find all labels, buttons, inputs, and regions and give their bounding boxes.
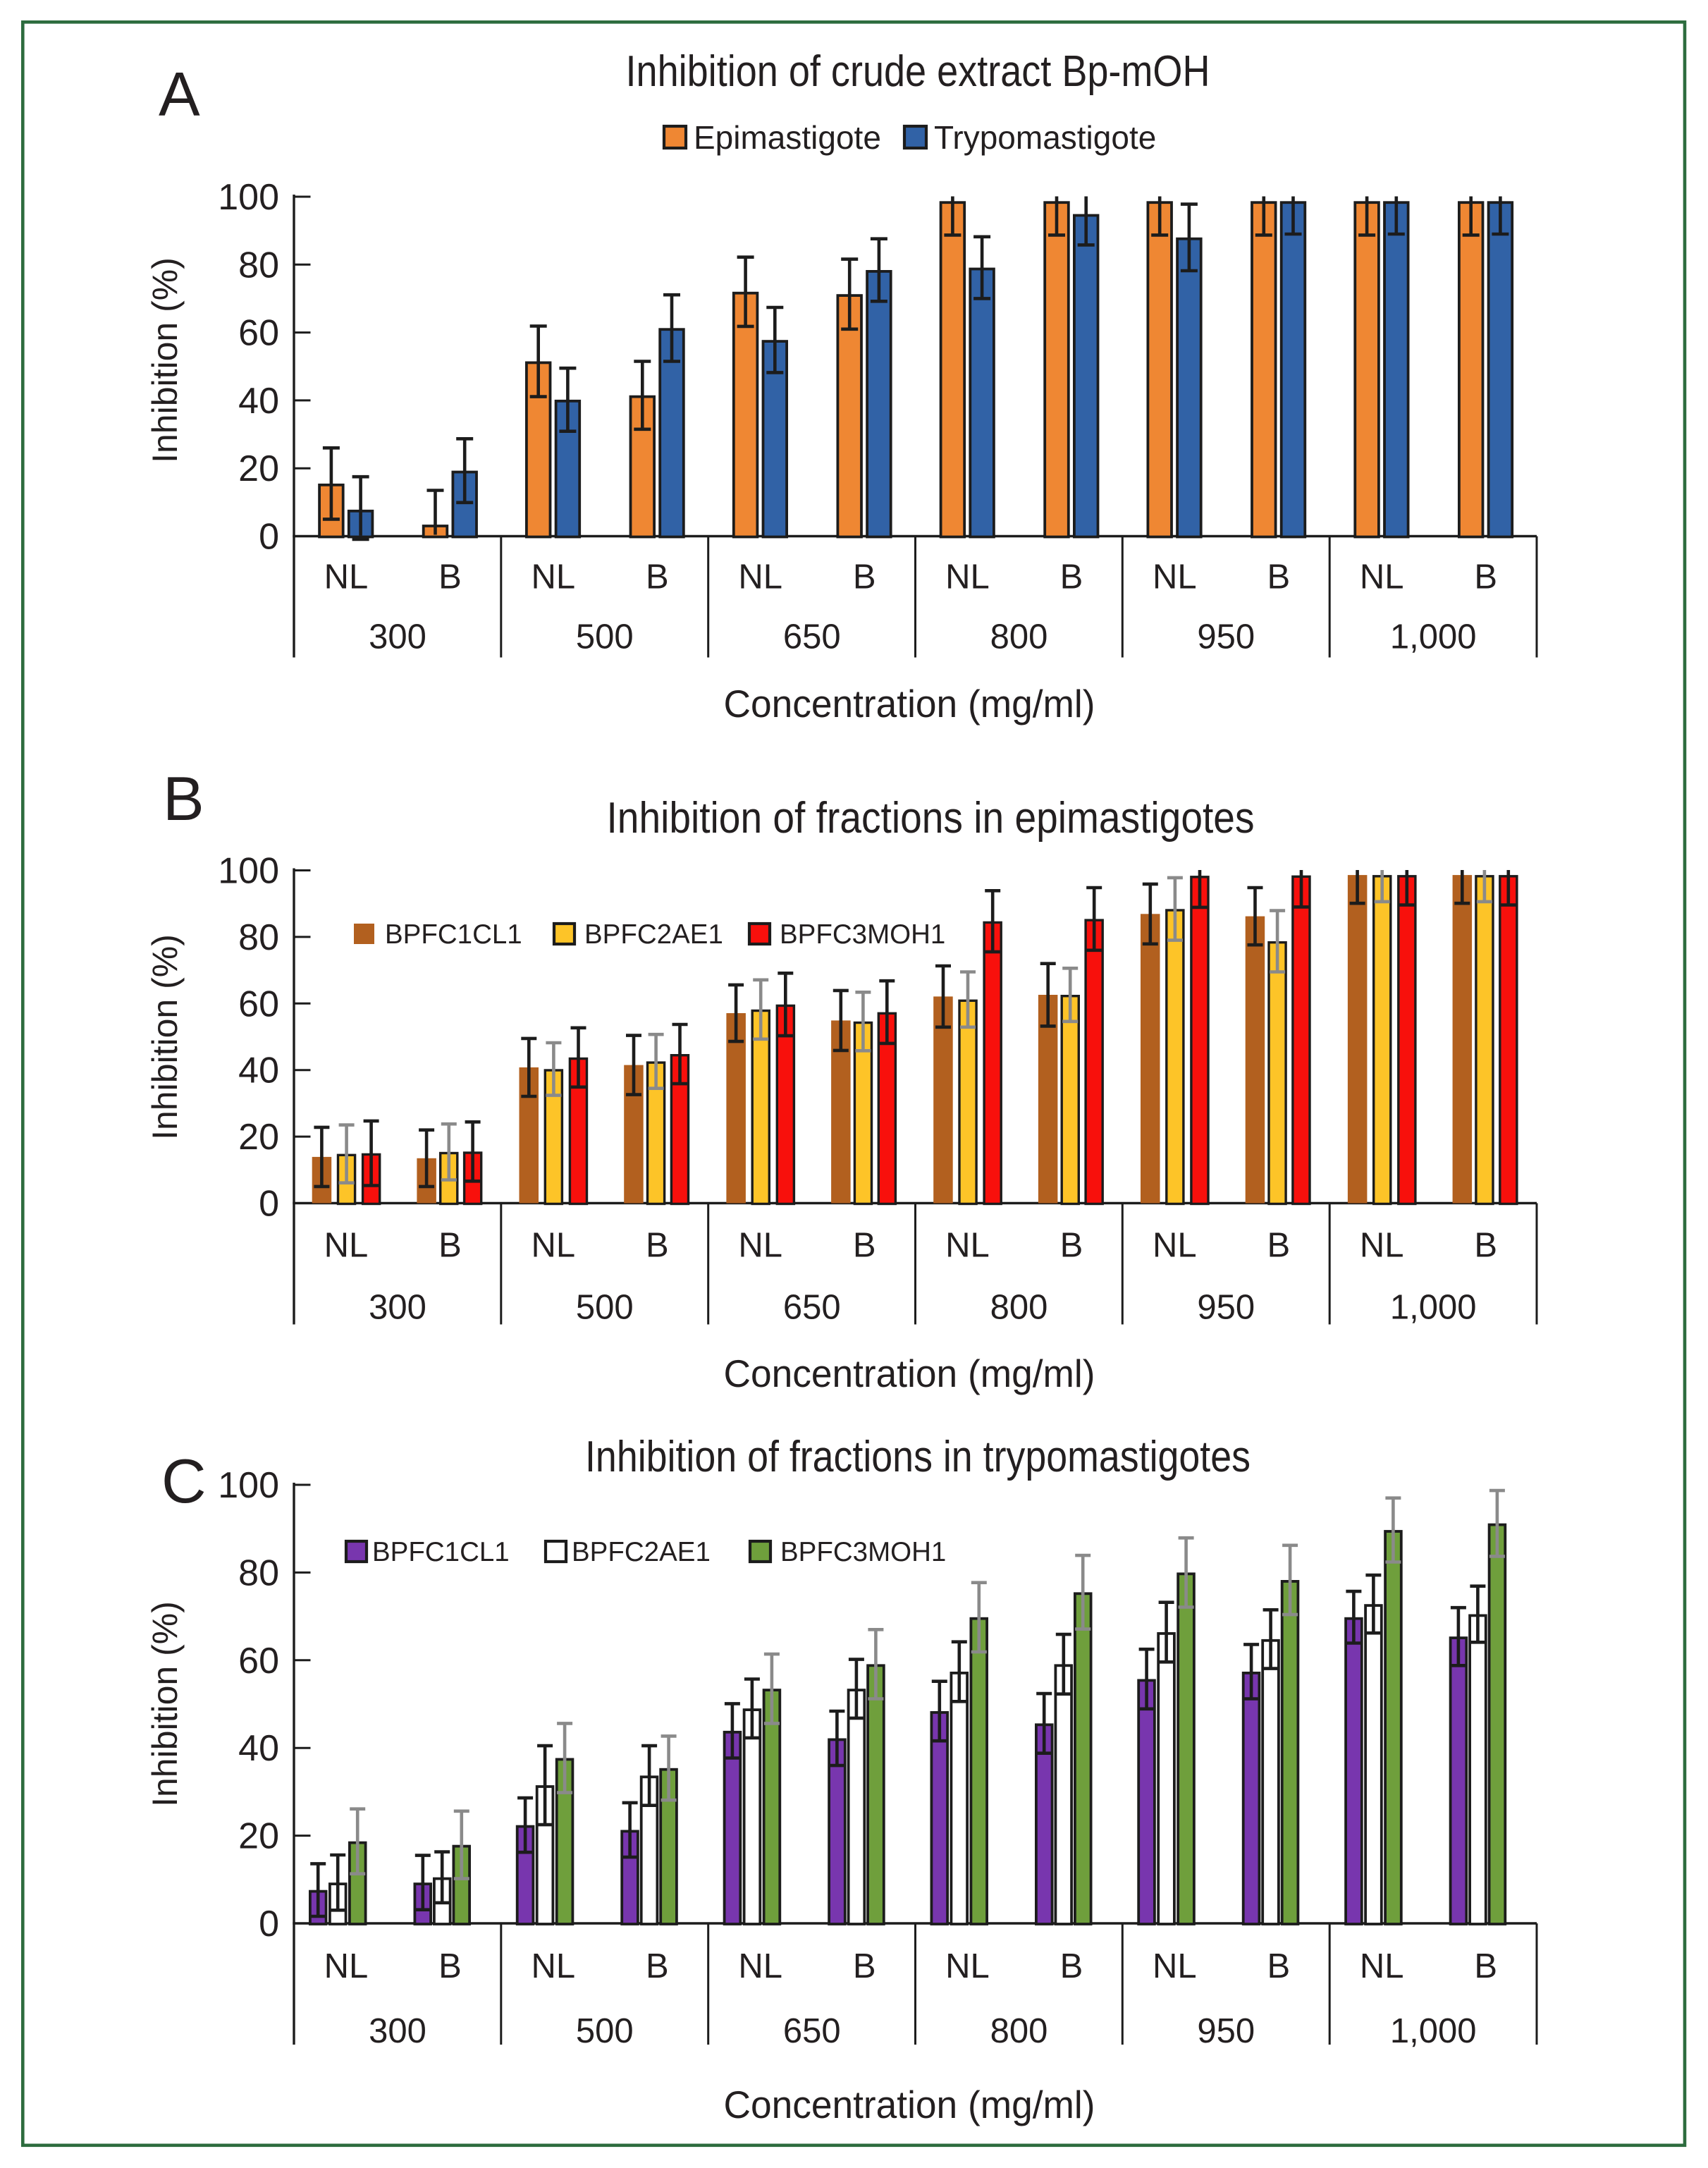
svg-text:NL: NL — [531, 1947, 575, 1985]
svg-text:Epimastigote: Epimastigote — [694, 119, 881, 156]
svg-text:B: B — [1474, 1227, 1497, 1265]
svg-text:500: 500 — [576, 618, 634, 656]
svg-text:0: 0 — [259, 1904, 279, 1945]
svg-text:B: B — [438, 1227, 462, 1265]
svg-text:Inhibition (%): Inhibition (%) — [145, 934, 185, 1140]
svg-text:80: 80 — [238, 1552, 279, 1593]
svg-text:800: 800 — [990, 618, 1048, 656]
svg-text:B: B — [1267, 1227, 1290, 1265]
svg-text:100: 100 — [218, 851, 279, 892]
svg-text:Concentration (mg/ml): Concentration (mg/ml) — [724, 2083, 1095, 2126]
svg-text:60: 60 — [238, 1641, 279, 1682]
svg-text:NL: NL — [1153, 1947, 1197, 1985]
svg-text:BPFC3MOH1: BPFC3MOH1 — [780, 919, 945, 950]
svg-text:NL: NL — [1153, 558, 1197, 596]
svg-text:1,000: 1,000 — [1390, 618, 1477, 656]
svg-text:Trypomastigote: Trypomastigote — [934, 119, 1156, 156]
svg-text:100: 100 — [218, 1465, 279, 1506]
svg-text:650: 650 — [783, 2012, 841, 2050]
svg-text:B: B — [1474, 558, 1497, 596]
svg-text:40: 40 — [238, 1728, 279, 1769]
svg-text:20: 20 — [238, 1816, 279, 1857]
svg-text:650: 650 — [783, 1289, 841, 1327]
svg-text:NL: NL — [945, 1227, 990, 1265]
svg-text:NL: NL — [738, 558, 782, 596]
svg-text:60: 60 — [238, 313, 279, 354]
svg-text:B: B — [1060, 1227, 1083, 1265]
svg-text:NL: NL — [738, 1227, 782, 1265]
svg-text:A: A — [159, 59, 200, 129]
svg-text:B: B — [853, 1947, 876, 1985]
svg-text:B: B — [1060, 558, 1083, 596]
svg-text:300: 300 — [369, 618, 426, 656]
svg-text:Inhibition of crude extract Bp: Inhibition of crude extract Bp-mOH — [626, 47, 1210, 96]
svg-text:0: 0 — [259, 1184, 279, 1225]
svg-text:NL: NL — [945, 558, 990, 596]
svg-text:B: B — [438, 1947, 462, 1985]
svg-text:800: 800 — [990, 1289, 1048, 1327]
svg-text:0: 0 — [259, 517, 279, 558]
svg-text:300: 300 — [369, 1289, 426, 1327]
svg-text:650: 650 — [783, 618, 841, 656]
svg-text:40: 40 — [238, 381, 279, 422]
svg-text:BPFC2AE1: BPFC2AE1 — [584, 919, 723, 950]
svg-text:NL: NL — [1360, 1947, 1404, 1985]
svg-text:500: 500 — [576, 1289, 634, 1327]
svg-text:Inhibition of fractions in try: Inhibition of fractions in trypomastigot… — [585, 1433, 1251, 1481]
svg-text:20: 20 — [238, 448, 279, 489]
svg-text:B: B — [1474, 1947, 1497, 1985]
svg-text:B: B — [163, 764, 204, 833]
svg-text:800: 800 — [990, 2012, 1048, 2050]
svg-text:NL: NL — [324, 558, 369, 596]
svg-text:B: B — [1267, 1947, 1290, 1985]
svg-text:B: B — [853, 558, 876, 596]
svg-text:Inhibition (%): Inhibition (%) — [145, 1601, 185, 1807]
svg-text:500: 500 — [576, 2012, 634, 2050]
svg-text:80: 80 — [238, 245, 279, 286]
svg-text:NL: NL — [945, 1947, 990, 1985]
svg-text:950: 950 — [1197, 2012, 1255, 2050]
svg-text:20: 20 — [238, 1117, 279, 1158]
svg-text:Inhibition (%): Inhibition (%) — [145, 257, 185, 463]
svg-text:Concentration (mg/ml): Concentration (mg/ml) — [724, 1352, 1095, 1395]
svg-text:B: B — [646, 1227, 669, 1265]
svg-text:NL: NL — [531, 1227, 575, 1265]
svg-text:Inhibition of fractions in epi: Inhibition of fractions in epimastigotes — [607, 794, 1255, 843]
svg-text:C: C — [161, 1446, 207, 1516]
svg-text:950: 950 — [1197, 1289, 1255, 1327]
svg-text:B: B — [438, 558, 462, 596]
svg-text:BPFC1CL1: BPFC1CL1 — [372, 1537, 510, 1567]
svg-text:NL: NL — [531, 558, 575, 596]
svg-text:1,000: 1,000 — [1390, 1289, 1477, 1327]
svg-text:NL: NL — [1360, 558, 1404, 596]
svg-text:NL: NL — [738, 1947, 782, 1985]
svg-text:Concentration (mg/ml): Concentration (mg/ml) — [724, 682, 1095, 725]
svg-text:B: B — [853, 1227, 876, 1265]
svg-text:1,000: 1,000 — [1390, 2012, 1477, 2050]
svg-text:B: B — [646, 558, 669, 596]
svg-text:B: B — [1060, 1947, 1083, 1985]
svg-text:B: B — [646, 1947, 669, 1985]
svg-text:40: 40 — [238, 1051, 279, 1091]
svg-text:NL: NL — [1153, 1227, 1197, 1265]
svg-text:950: 950 — [1197, 618, 1255, 656]
svg-text:NL: NL — [324, 1227, 369, 1265]
svg-text:100: 100 — [218, 177, 279, 218]
svg-text:BPFC2AE1: BPFC2AE1 — [572, 1537, 711, 1567]
svg-text:60: 60 — [238, 984, 279, 1024]
svg-text:300: 300 — [369, 2012, 426, 2050]
svg-text:80: 80 — [238, 917, 279, 958]
svg-text:NL: NL — [1360, 1227, 1404, 1265]
svg-text:BPFC3MOH1: BPFC3MOH1 — [780, 1537, 946, 1567]
svg-text:BPFC1CL1: BPFC1CL1 — [385, 919, 522, 950]
svg-text:NL: NL — [324, 1947, 369, 1985]
svg-text:B: B — [1267, 558, 1290, 596]
